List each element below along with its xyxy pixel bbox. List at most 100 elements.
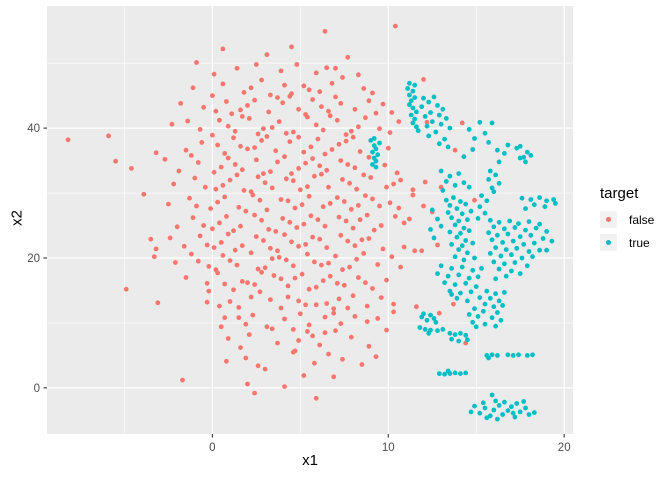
data-point-false — [178, 101, 184, 106]
data-point-true — [373, 164, 379, 170]
data-point-false — [366, 236, 372, 241]
data-point-true — [438, 263, 444, 269]
data-point-false — [352, 165, 358, 171]
data-point-true — [459, 264, 465, 270]
data-point-false — [308, 144, 314, 150]
data-point-false — [377, 203, 382, 209]
data-point-false — [211, 169, 217, 175]
data-point-false — [370, 90, 375, 96]
data-point-false — [248, 294, 254, 300]
data-point-true — [519, 195, 525, 201]
data-point-true — [493, 276, 498, 282]
data-point-false — [259, 217, 264, 223]
data-point-false — [227, 299, 233, 304]
data-point-false — [389, 254, 395, 260]
data-point-true — [489, 352, 495, 358]
data-point-true — [487, 217, 493, 223]
data-point-false — [317, 89, 323, 95]
data-point-true — [431, 235, 437, 241]
data-point-false — [225, 123, 231, 129]
data-point-false — [357, 217, 363, 223]
data-point-false — [289, 171, 294, 177]
data-point-true — [477, 204, 483, 210]
data-point-true — [526, 412, 532, 417]
data-point-false — [347, 264, 352, 270]
data-point-true — [479, 266, 484, 271]
data-point-true — [436, 141, 442, 147]
data-point-true — [461, 154, 467, 160]
data-point-true — [524, 263, 530, 269]
data-point-false — [241, 188, 247, 193]
data-point-false — [238, 143, 243, 149]
data-point-false — [324, 167, 330, 173]
data-point-true — [517, 155, 523, 161]
data-point-false — [245, 280, 250, 286]
data-point-true — [540, 236, 546, 241]
data-point-true — [542, 204, 548, 210]
data-point-false — [224, 358, 229, 364]
data-point-false — [356, 72, 361, 78]
data-point-true — [502, 226, 507, 232]
data-point-false — [380, 246, 386, 252]
data-point-true — [456, 247, 462, 253]
data-point-false — [345, 238, 351, 244]
data-point-true — [553, 201, 558, 206]
data-point-false — [252, 282, 257, 287]
data-point-true — [491, 189, 497, 195]
data-point-false — [326, 260, 331, 266]
data-point-false — [215, 270, 221, 276]
data-point-false — [232, 247, 238, 253]
data-point-true — [470, 267, 476, 273]
data-point-true — [410, 120, 416, 126]
data-point-false — [319, 171, 324, 177]
data-point-false — [414, 304, 419, 310]
data-point-false — [424, 119, 430, 125]
data-point-true — [498, 317, 504, 323]
data-point-false — [192, 175, 198, 181]
data-point-false — [257, 289, 263, 295]
data-point-false — [371, 227, 377, 233]
data-point-false — [317, 163, 323, 169]
data-point-false — [231, 228, 236, 234]
data-point-false — [333, 328, 338, 334]
data-point-false — [338, 321, 344, 326]
data-point-false — [392, 214, 398, 219]
data-point-true — [514, 145, 520, 151]
data-point-false — [208, 206, 214, 212]
data-point-false — [282, 232, 287, 238]
data-point-false — [199, 140, 205, 145]
data-point-true — [512, 260, 518, 265]
data-point-false — [329, 147, 335, 152]
data-point-true — [431, 94, 437, 100]
data-point-false — [354, 256, 359, 262]
data-point-false — [269, 326, 275, 332]
data-point-false — [387, 200, 393, 206]
data-point-true — [514, 245, 520, 251]
data-point-false — [407, 216, 412, 222]
data-point-true — [544, 198, 549, 204]
data-point-true — [484, 415, 490, 421]
data-point-false — [373, 110, 379, 116]
data-point-false — [396, 205, 402, 211]
data-point-false — [324, 245, 330, 251]
data-point-true — [422, 327, 428, 332]
data-point-false — [222, 315, 228, 321]
data-point-false — [151, 254, 157, 260]
data-point-false — [289, 239, 294, 245]
data-point-true — [438, 121, 444, 127]
data-point-true — [408, 98, 414, 104]
data-point-true — [429, 207, 435, 213]
data-point-false — [280, 100, 286, 106]
data-point-false — [303, 242, 308, 247]
data-point-false — [326, 108, 331, 114]
data-point-true — [503, 273, 509, 279]
data-point-false — [341, 199, 347, 204]
data-point-true — [516, 221, 521, 227]
data-point-false — [338, 232, 344, 238]
data-point-true — [493, 245, 498, 251]
data-point-false — [255, 266, 261, 272]
data-point-true — [454, 206, 460, 212]
data-point-true — [463, 332, 469, 338]
data-point-false — [452, 147, 458, 153]
data-point-false — [220, 182, 226, 188]
